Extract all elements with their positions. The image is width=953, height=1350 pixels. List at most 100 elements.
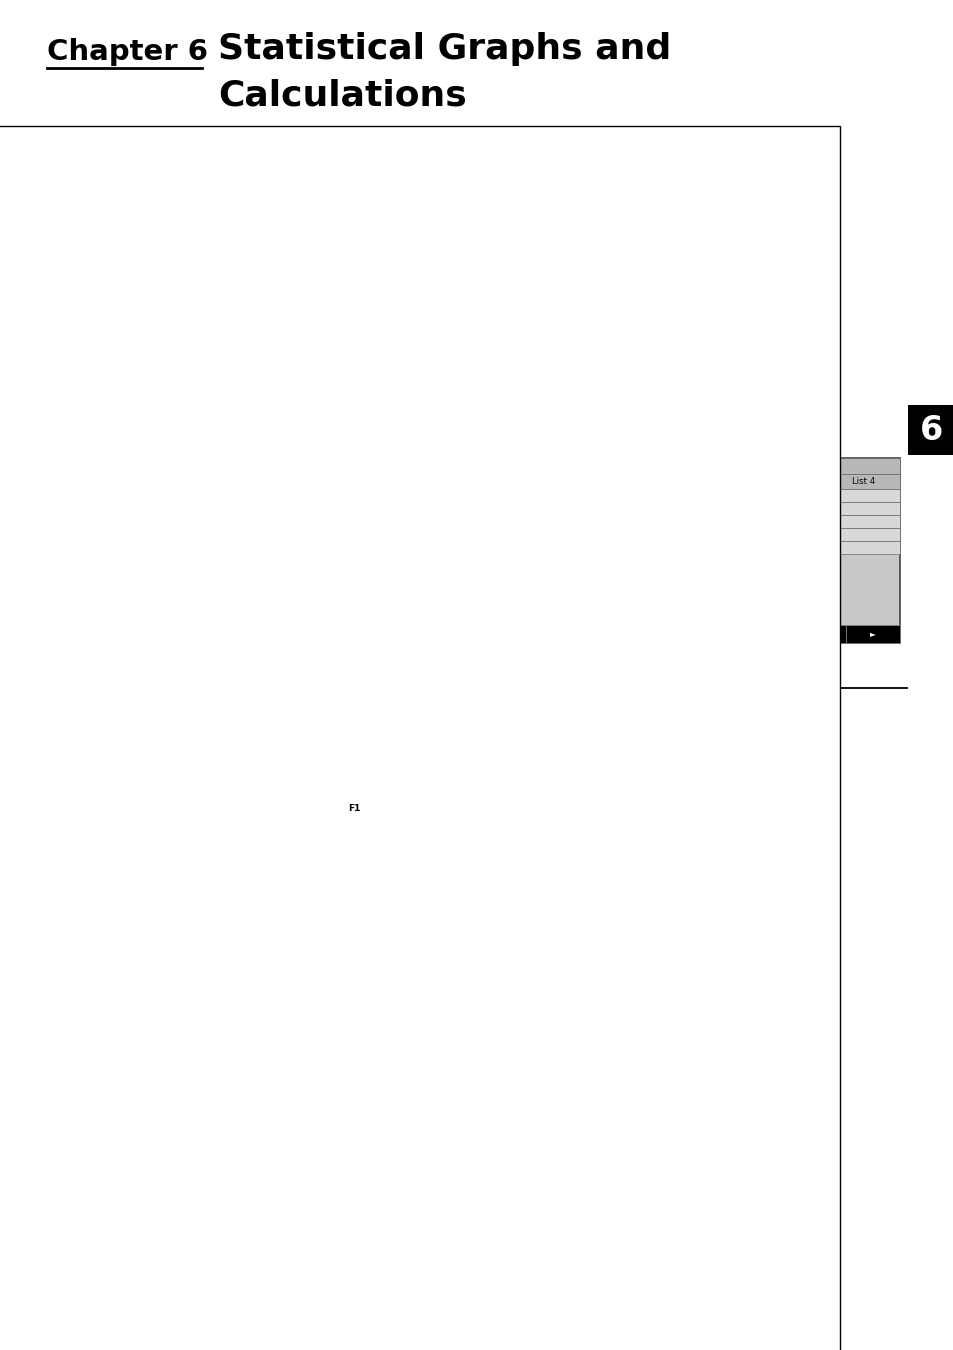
Text: each of the graphs in the graph menu (GRAPH1, GRAPH2, GRAPH3).: each of the graphs in the graph menu (GR… xyxy=(80,761,578,778)
Text: You can specify the multiple graphs.: You can specify the multiple graphs. xyxy=(173,904,439,919)
Text: 6: 6 xyxy=(919,413,942,447)
Text: 6: 6 xyxy=(351,424,717,936)
Bar xyxy=(606,502,679,514)
Bar xyxy=(826,528,899,541)
Bar xyxy=(575,541,606,554)
Text: GRAPH2: GRAPH2 xyxy=(154,856,223,871)
Bar xyxy=(826,489,899,502)
Bar xyxy=(47,710,61,726)
Text: check for tendencies. You can also use a variety of different: check for tendencies. You can also use a… xyxy=(80,575,518,590)
Text: List 1: List 1 xyxy=(631,477,655,486)
Bar xyxy=(575,458,899,474)
Bar xyxy=(575,514,606,528)
Text: Chapter 6: Chapter 6 xyxy=(47,38,208,66)
Bar xyxy=(753,541,826,554)
Text: INTR: INTR xyxy=(754,629,774,639)
Text: (GRAPH) to display the graph menu, which: (GRAPH) to display the graph menu, which xyxy=(366,801,679,815)
Bar xyxy=(575,474,606,489)
Bar xyxy=(753,489,826,502)
Text: This chapter contains a number of graph screen shots. In each case, new data val: This chapter contains a number of graph … xyxy=(47,158,753,171)
Text: TEST: TEST xyxy=(699,629,720,639)
Bar xyxy=(575,528,606,541)
Text: mode from the Main Menu displays the List Editor screen.: mode from the Main Menu displays the Lis… xyxy=(214,356,641,371)
Text: GRAPH1: GRAPH1 xyxy=(96,856,164,871)
Text: DIST: DIST xyxy=(808,629,828,639)
Text: List 4: List 4 xyxy=(851,477,874,486)
Text: }/{: }/{ xyxy=(138,856,161,871)
Text: You can specify the graph draw/non-draw status, the graph type, and other genera: You can specify the graph draw/non-draw … xyxy=(80,743,781,757)
Text: While the List Editor is on the display, press: While the List Editor is on the display,… xyxy=(80,801,406,815)
Text: F1: F1 xyxy=(348,803,360,813)
Bar xyxy=(606,489,679,502)
Text: differ somewhat from those shown in this manual.: differ somewhat from those shown in this… xyxy=(47,236,404,250)
Text: regression calculations to analyze the data.: regression calculations to analyze the d… xyxy=(80,594,400,609)
Text: List 3: List 3 xyxy=(778,477,801,486)
Bar xyxy=(629,625,682,643)
Text: Statistical Graphs and: Statistical Graphs and xyxy=(218,32,671,66)
Text: Important!: Important! xyxy=(47,140,140,155)
Bar xyxy=(682,625,737,643)
Bar xyxy=(606,514,679,528)
Bar xyxy=(575,489,606,502)
Text: SUB: SUB xyxy=(582,491,598,500)
Bar xyxy=(679,489,753,502)
Bar xyxy=(606,474,679,489)
Bar xyxy=(753,528,826,541)
Text: GRAPH: GRAPH xyxy=(586,629,617,639)
Text: SELECT: SELECT xyxy=(96,886,156,900)
Bar xyxy=(826,474,899,489)
Text: 2: 2 xyxy=(588,517,593,526)
Bar xyxy=(753,502,826,514)
Bar xyxy=(679,502,753,514)
Text: 1. Before Performing Statistical Calculations: 1. Before Performing Statistical Calcula… xyxy=(47,300,745,328)
Text: 1: 1 xyxy=(588,504,593,513)
Bar xyxy=(679,528,753,541)
Text: SET: SET xyxy=(96,927,127,944)
Text: • {: • { xyxy=(80,927,103,944)
Text: 4: 4 xyxy=(588,543,593,552)
Text: of this, the graphs that appear on the screen when you perform a graphing operat: of this, the graphs that appear on the s… xyxy=(47,216,750,231)
Text: contains the following items.: contains the following items. xyxy=(80,819,292,836)
Text: order to highlight the particular characteristics of the graph being drawn. Note: order to highlight the particular charac… xyxy=(47,177,758,192)
Text: GRAPH3: GRAPH3 xyxy=(213,856,281,871)
Bar xyxy=(606,528,679,541)
Bar xyxy=(826,502,899,514)
Text: ⌂  Ra■ Norm1  d/c Real: ⌂ Ra■ Norm1 d/c Real xyxy=(578,462,673,471)
Text: • {: • { xyxy=(80,886,103,902)
Text: Once you input data, you can use it to produce a graph and: Once you input data, you can use it to p… xyxy=(80,555,518,570)
Text: } ... {graph settings (graph type, list assignments)}: } ... {graph settings (graph type, list … xyxy=(119,927,501,944)
Text: Calculations: Calculations xyxy=(218,78,466,112)
Text: Use ▲, ▼, ◄ and ► to move the: Use ▲, ▼, ◄ and ► to move the xyxy=(488,410,693,423)
Text: You can use the List Editor screen to input statistical data and perform statist: You can use the List Editor screen to in… xyxy=(80,382,770,397)
Bar xyxy=(907,405,953,455)
Text: Entering the: Entering the xyxy=(80,356,175,371)
Bar xyxy=(679,474,753,489)
Text: ►: ► xyxy=(869,629,875,639)
Bar xyxy=(575,502,606,514)
Bar xyxy=(737,625,791,643)
Text: • {: • { xyxy=(80,856,103,871)
Bar xyxy=(679,541,753,554)
Text: List 2: List 2 xyxy=(704,477,728,486)
Text: highlighting around the lists.: highlighting around the lists. xyxy=(488,431,678,443)
Text: draw a similar graph, the unit uses data values that you have input using the Li: draw a similar graph, the unit uses data… xyxy=(47,197,759,211)
Bar xyxy=(845,625,899,643)
Bar xyxy=(575,458,899,643)
FancyBboxPatch shape xyxy=(0,126,840,1350)
Text: } ... {simultaneous graph (GRAPH1, GRAPH2, GRAPH3) selection}: } ... {simultaneous graph (GRAPH1, GRAPH… xyxy=(136,886,618,902)
Text: Statistics: Statistics xyxy=(158,356,235,371)
Bar xyxy=(606,541,679,554)
Text: CALC: CALC xyxy=(644,629,666,639)
Bar xyxy=(575,625,629,643)
Text: }/{: }/{ xyxy=(196,856,220,871)
Bar xyxy=(679,514,753,528)
Text: diagram, but you can change to one of a number of other graph types.: diagram, but you can change to one of a … xyxy=(47,996,551,1010)
Text: • For information about using the List Editor, see “Chapter 3: • For information about using the List E… xyxy=(80,620,522,634)
Bar xyxy=(826,514,899,528)
Text: 6-1: 6-1 xyxy=(464,1322,489,1336)
Bar xyxy=(791,625,845,643)
Text: Statistical Graph Parameters: Statistical Graph Parameters xyxy=(68,710,361,728)
Bar xyxy=(753,474,826,489)
Bar xyxy=(826,541,899,554)
Bar xyxy=(753,514,826,528)
